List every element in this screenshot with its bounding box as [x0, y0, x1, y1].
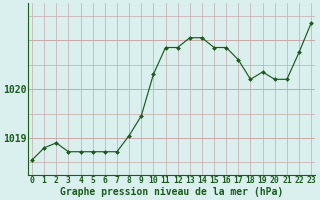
- X-axis label: Graphe pression niveau de la mer (hPa): Graphe pression niveau de la mer (hPa): [60, 186, 283, 197]
